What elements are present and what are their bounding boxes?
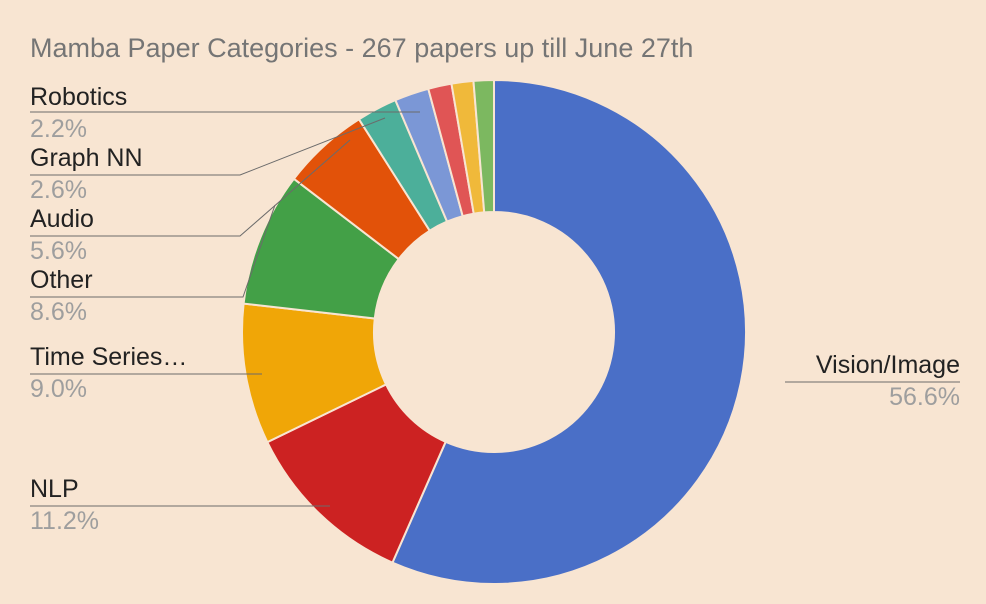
chart-title: Mamba Paper Categories - 267 papers up t… [30,33,693,63]
label-percent-time-series: 9.0% [30,375,87,403]
label-name-vision-image: Vision/Image [816,351,960,379]
label-percent-vision-image: 56.6% [889,383,960,411]
label-name-audio: Audio [30,205,94,233]
label-name-time-series: Time Series… [30,343,187,371]
label-percent-graph-nn: 2.6% [30,176,87,204]
label-percent-other: 8.6% [30,298,87,326]
label-percent-audio: 5.6% [30,237,87,265]
label-percent-robotics: 2.2% [30,115,87,143]
leader-line-other [30,204,276,298]
label-name-robotics: Robotics [30,83,127,111]
label-name-nlp: NLP [30,475,79,503]
label-name-graph-nn: Graph NN [30,144,143,172]
label-name-other: Other [30,266,93,294]
slices-group [241,78,747,585]
leader-line-audio [30,139,351,237]
labels-group: Vision/Image 56.6% NLP 11.2% Time Series… 9.0… [30,83,960,535]
leader-line-graph-nn [30,117,386,176]
slice-vision-image[interactable] [391,78,747,585]
label-percent-nlp: 11.2% [30,507,99,535]
slice-minor-9[interactable] [472,78,495,214]
